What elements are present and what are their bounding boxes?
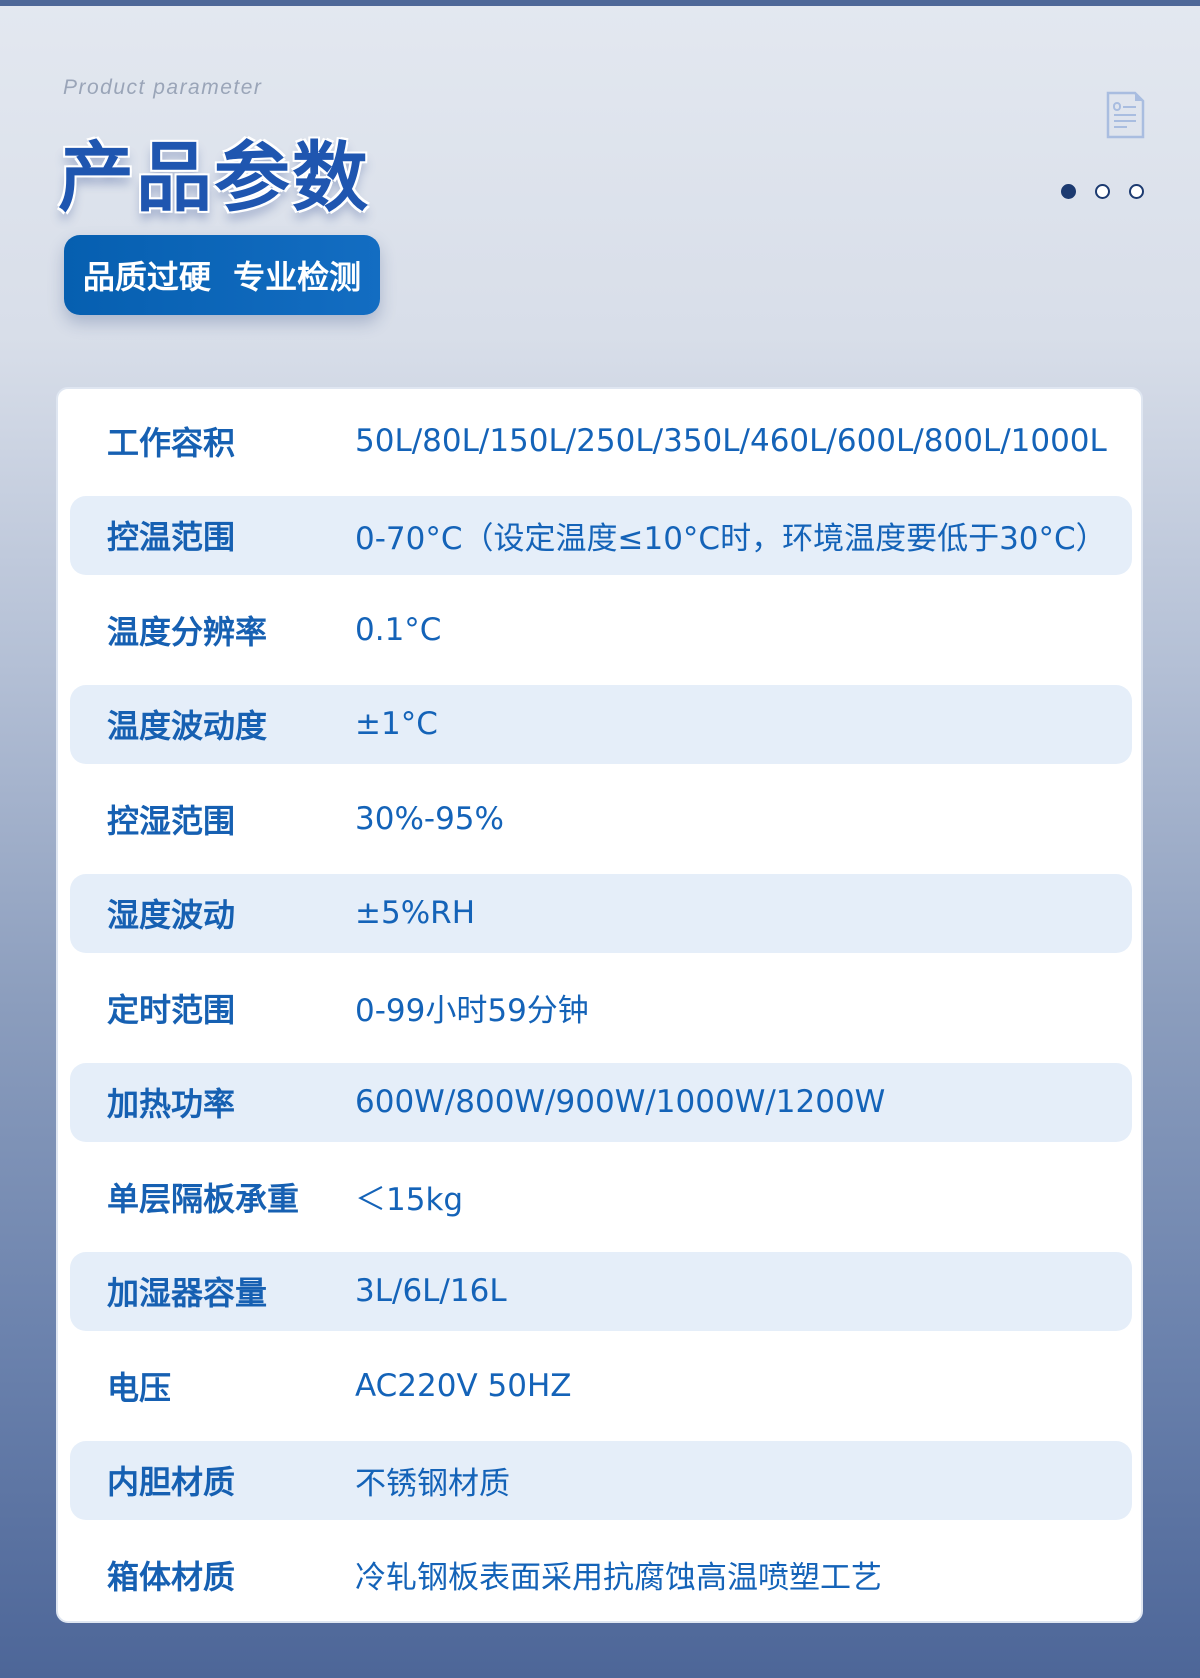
parameter-row: 内胆材质 不锈钢材质 bbox=[70, 1440, 1132, 1520]
parameter-value: 600W/800W/900W/1000W/1200W bbox=[355, 1084, 886, 1120]
parameter-label: 温度波动度 bbox=[107, 707, 268, 745]
document-icon bbox=[1106, 91, 1145, 139]
parameter-value: AC220V 50HZ bbox=[355, 1367, 572, 1404]
parameter-row: 温度分辨率 0.1°C bbox=[70, 590, 1132, 669]
page-title: 产品参数 bbox=[58, 133, 370, 222]
parameter-label: 控湿范围 bbox=[107, 801, 236, 840]
section-subtitle: Product parameter bbox=[63, 76, 263, 99]
parameter-row: 箱体材质 冷轧钢板表面采用抗腐蚀高温喷塑工艺 bbox=[70, 1535, 1132, 1614]
parameter-label: 加热功率 bbox=[107, 1085, 236, 1123]
parameter-value: 3L/6L/16L bbox=[355, 1273, 507, 1309]
top-bar bbox=[0, 0, 1200, 6]
parameter-value: 50L/80L/150L/250L/350L/460L/600L/800L/10… bbox=[355, 422, 1107, 459]
parameter-row: 温度波动度 ±1°C bbox=[70, 684, 1132, 764]
parameter-label: 工作容积 bbox=[107, 423, 236, 462]
parameter-label: 内胆材质 bbox=[107, 1463, 236, 1501]
parameter-label: 控温范围 bbox=[107, 518, 236, 556]
parameter-label: 温度分辨率 bbox=[107, 612, 268, 651]
parameter-row: 湿度波动 ±5%RH bbox=[70, 873, 1132, 953]
quality-badge: 品质过硬 专业检测 bbox=[64, 235, 380, 315]
parameter-label: 加湿器容量 bbox=[107, 1274, 268, 1312]
parameter-row: 控湿范围 30%-95% bbox=[70, 779, 1132, 858]
parameter-label: 单层隔板承重 bbox=[107, 1179, 300, 1218]
pagination-dot-2[interactable] bbox=[1095, 184, 1110, 199]
parameter-table: 工作容积 50L/80L/150L/250L/350L/460L/600L/800… bbox=[56, 387, 1143, 1623]
parameter-label: 箱体材质 bbox=[107, 1557, 236, 1596]
parameter-value: 30%-95% bbox=[355, 800, 504, 837]
parameter-row: 电压 AC220V 50HZ bbox=[70, 1346, 1132, 1425]
parameter-value: ＜15kg bbox=[355, 1182, 464, 1218]
pagination-dot-1[interactable] bbox=[1061, 184, 1076, 199]
parameter-label: 电压 bbox=[107, 1368, 172, 1407]
parameter-value: 冷轧钢板表面采用抗腐蚀高温喷塑工艺 bbox=[355, 1560, 882, 1596]
parameter-value: ±5%RH bbox=[355, 895, 476, 931]
parameter-row: 工作容积 50L/80L/150L/250L/350L/460L/600L/800… bbox=[70, 401, 1132, 480]
parameter-value: ±1°C bbox=[355, 706, 438, 742]
pagination-dot-3[interactable] bbox=[1129, 184, 1144, 199]
parameter-value: 0-70°C（设定温度≤10°C时，环境温度要低于30°C） bbox=[355, 520, 1107, 557]
parameter-label: 湿度波动 bbox=[107, 896, 236, 934]
parameter-value: 不锈钢材质 bbox=[355, 1465, 510, 1502]
parameter-row: 定时范围 0-99小时59分钟 bbox=[70, 968, 1132, 1047]
pagination-dots bbox=[1061, 184, 1144, 199]
parameter-row: 加热功率 600W/800W/900W/1000W/1200W bbox=[70, 1062, 1132, 1142]
parameter-row: 控温范围 0-70°C（设定温度≤10°C时，环境温度要低于30°C） bbox=[70, 495, 1132, 575]
parameter-label: 定时范围 bbox=[107, 990, 236, 1029]
parameter-value: 0.1°C bbox=[355, 611, 442, 648]
parameter-row: 加湿器容量 3L/6L/16L bbox=[70, 1251, 1132, 1331]
parameter-value: 0-99小时59分钟 bbox=[355, 993, 589, 1029]
parameter-row: 单层隔板承重 ＜15kg bbox=[70, 1157, 1132, 1236]
